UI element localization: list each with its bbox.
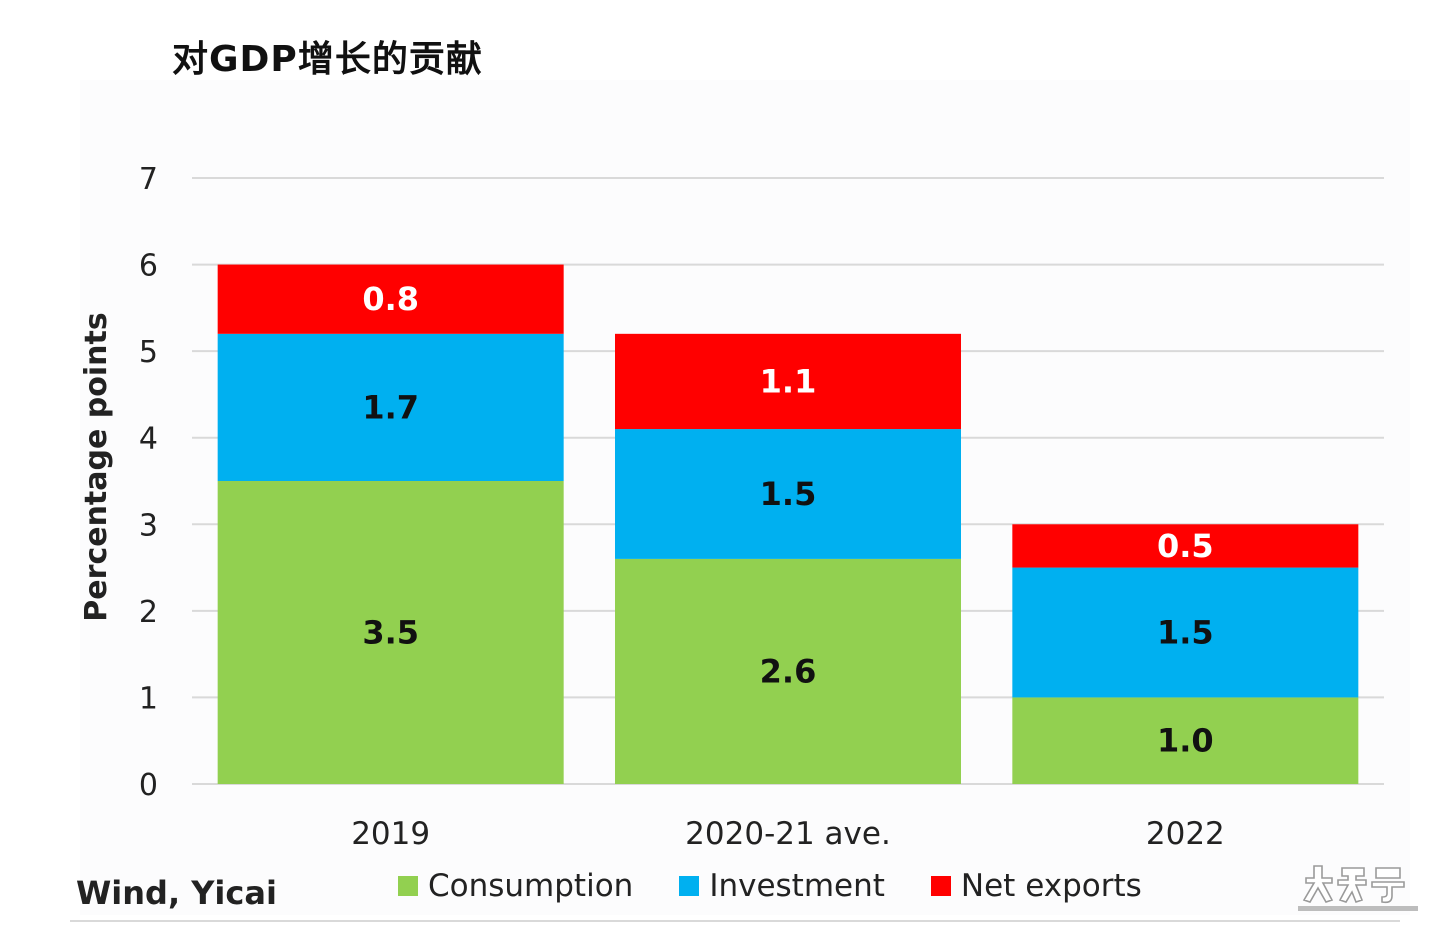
bar-investment-2 — [1012, 567, 1359, 698]
y-tick-label-6: 6 — [139, 249, 158, 284]
data-label-consumption-1: 2.6 — [760, 652, 817, 690]
legend-label-net-exports: Net exports — [960, 868, 1142, 904]
data-label-net-exports-1: 1.1 — [760, 362, 817, 400]
legend-item-net-exports: Net exports — [930, 868, 1142, 904]
x-tick-label-0: 2019 — [351, 816, 430, 852]
y-tick-label-2: 2 — [139, 595, 158, 630]
data-label-consumption-2: 1.0 — [1157, 722, 1214, 760]
legend-item-consumption: Consumption — [398, 868, 633, 904]
legend-swatch-investment — [679, 876, 700, 896]
bar-consumption-0 — [217, 481, 564, 784]
y-tick-label-0: 0 — [139, 768, 158, 803]
data-label-investment-0: 1.7 — [362, 388, 419, 426]
data-label-investment-2: 1.5 — [1157, 614, 1214, 652]
y-axis-title: Percentage points — [79, 312, 114, 621]
y-tick-label-3: 3 — [139, 508, 158, 543]
data-label-consumption-0: 3.5 — [362, 614, 419, 652]
x-tick-label-1: 2020-21 ave. — [685, 816, 891, 852]
bar-net-exports-0 — [217, 264, 564, 334]
bar-net-exports-2 — [1012, 524, 1359, 568]
data-label-net-exports-2: 0.5 — [1157, 527, 1214, 565]
data-label-net-exports-0: 0.8 — [362, 280, 419, 318]
legend-label-investment: Investment — [709, 868, 885, 904]
legend-label-consumption: Consumption — [428, 868, 634, 904]
bar-consumption-2 — [1012, 697, 1359, 784]
source-note: Wind, Yicai — [76, 874, 277, 912]
watermark-logo — [1298, 865, 1418, 911]
bar-investment-1 — [615, 429, 961, 559]
y-tick-label-4: 4 — [139, 422, 158, 457]
chart-title: 对GDP增长的贡献 — [172, 39, 483, 80]
bar-net-exports-1 — [615, 333, 961, 430]
legend-swatch-consumption — [398, 876, 418, 896]
y-tick-label-1: 1 — [139, 681, 158, 716]
data-label-investment-1: 1.5 — [760, 475, 817, 513]
bottom-divider — [70, 920, 1400, 922]
y-tick-label-5: 5 — [139, 335, 158, 370]
chart-legend: Consumption Investment Net exports — [398, 868, 1142, 904]
x-tick-label-2: 2022 — [1146, 816, 1225, 852]
bar-investment-0 — [217, 333, 564, 481]
y-tick-label-7: 7 — [139, 162, 158, 197]
bar-consumption-1 — [615, 558, 961, 784]
legend-swatch-net-exports — [930, 876, 951, 896]
legend-item-investment: Investment — [679, 868, 885, 904]
